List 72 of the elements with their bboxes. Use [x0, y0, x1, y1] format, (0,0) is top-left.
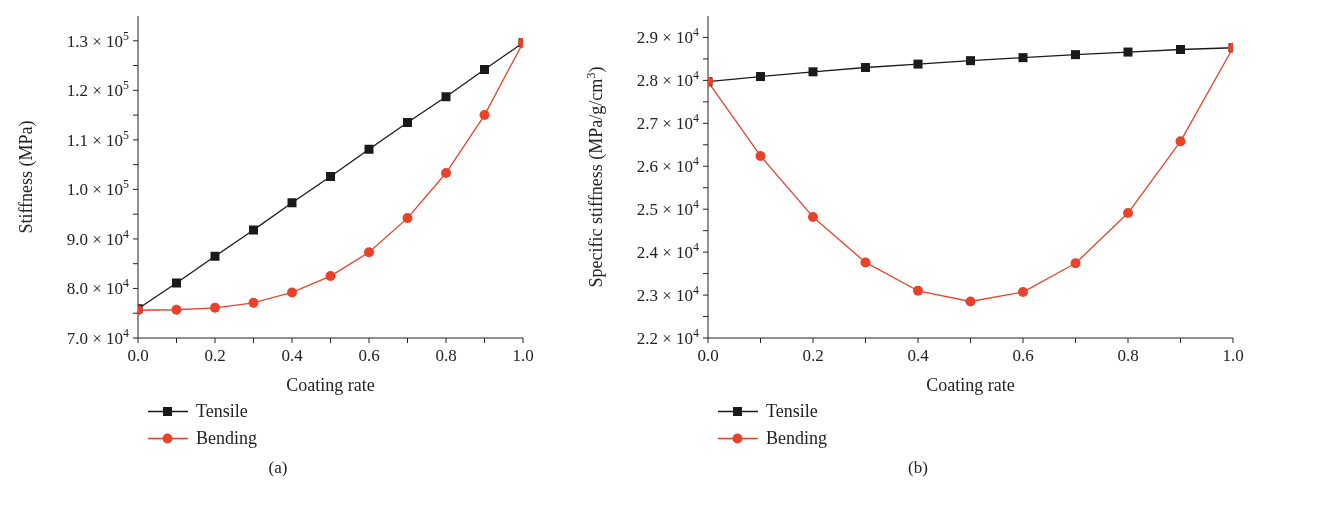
point: [966, 56, 975, 66]
x-tick-label: 0.6: [358, 346, 380, 365]
y-tick-label: 2.4 × 10$^{4}$: [636, 240, 700, 263]
x-tick-label: 0.8: [435, 346, 457, 365]
point: [403, 118, 412, 128]
legend-label: Tensile: [196, 401, 248, 422]
point: [172, 278, 181, 288]
point: [965, 296, 976, 307]
point: [287, 287, 297, 298]
x-tick-label: 0.8: [1117, 346, 1139, 365]
x-tick-label: 0.0: [697, 346, 719, 365]
y-tick-label: 2.7 × 10$^{4}$: [636, 111, 700, 134]
point: [861, 63, 870, 73]
point: [441, 92, 451, 102]
y-tick-label: 1.1 × 10$^{5}$: [66, 127, 130, 150]
point: [364, 144, 374, 154]
point: [1018, 287, 1028, 298]
x-tick-label: 0.0: [127, 346, 149, 365]
x-tick-label: 1.0: [512, 346, 534, 365]
point: [860, 257, 871, 268]
point: [248, 297, 259, 308]
x-tick-label: 0.6: [1012, 346, 1034, 365]
point: [1071, 50, 1080, 60]
point: [210, 251, 220, 261]
y-tick-label: 2.6 × 10$^{4}$: [636, 154, 700, 177]
y-tick-label: 1.2 × 10$^{5}$: [66, 78, 130, 101]
point: [249, 225, 258, 235]
point: [1123, 47, 1133, 57]
y-tick-label: 1.0 × 10$^{5}$: [66, 177, 130, 200]
point: [755, 150, 766, 161]
point: [210, 302, 220, 313]
legend-label: Tensile: [766, 401, 818, 422]
point: [364, 247, 374, 258]
point: [326, 172, 335, 182]
point: [1123, 208, 1133, 219]
y-tick-label: 8.0 × 10$^{4}$: [66, 276, 130, 299]
x-tick-label: 0.2: [802, 346, 824, 365]
text: (a): [267, 458, 289, 478]
point: [808, 67, 818, 77]
y-axis-title: Stiffness (MPa): [16, 120, 37, 234]
point: [1070, 258, 1081, 269]
point: [325, 271, 336, 282]
point: [1018, 53, 1028, 63]
legend-label: Bending: [766, 428, 827, 449]
y-tick-label: 2.2 × 10$^{4}$: [636, 326, 700, 348]
x-tick-label: 0.4: [907, 346, 930, 365]
y-tick-label: 9.0 × 10$^{4}$: [66, 226, 130, 249]
point: [913, 285, 923, 296]
y-tick-label: 7.0 × 10$^{4}$: [66, 326, 130, 348]
x-tick-label: 0.4: [281, 346, 304, 365]
point: [441, 168, 451, 179]
y-tick-label: 2.8 × 10$^{4}$: [636, 68, 700, 91]
point: [756, 72, 765, 82]
legend-label: Bending: [196, 428, 257, 449]
point: [480, 65, 489, 74]
point: [913, 59, 923, 69]
point: [1176, 44, 1185, 54]
y-tick-label: 2.5 × 10$^{4}$: [636, 197, 700, 220]
x-tick-label: 1.0: [1222, 346, 1244, 365]
point: [1175, 136, 1186, 147]
point: [171, 304, 182, 315]
x-tick-label: 0.2: [204, 346, 226, 365]
point: [402, 213, 413, 224]
x-axis-title: Coating rate: [286, 375, 375, 395]
y-tick-label: 2.3 × 10$^{4}$: [636, 283, 700, 306]
y-tick-label: 1.3 × 10$^{5}$: [66, 28, 130, 51]
y-tick-label: 2.9 × 10$^{4}$: [636, 25, 700, 48]
text: (b): [907, 458, 929, 478]
x-axis-title: Coating rate: [926, 375, 1015, 395]
point: [808, 211, 818, 222]
point: [287, 198, 297, 208]
point: [479, 110, 490, 121]
